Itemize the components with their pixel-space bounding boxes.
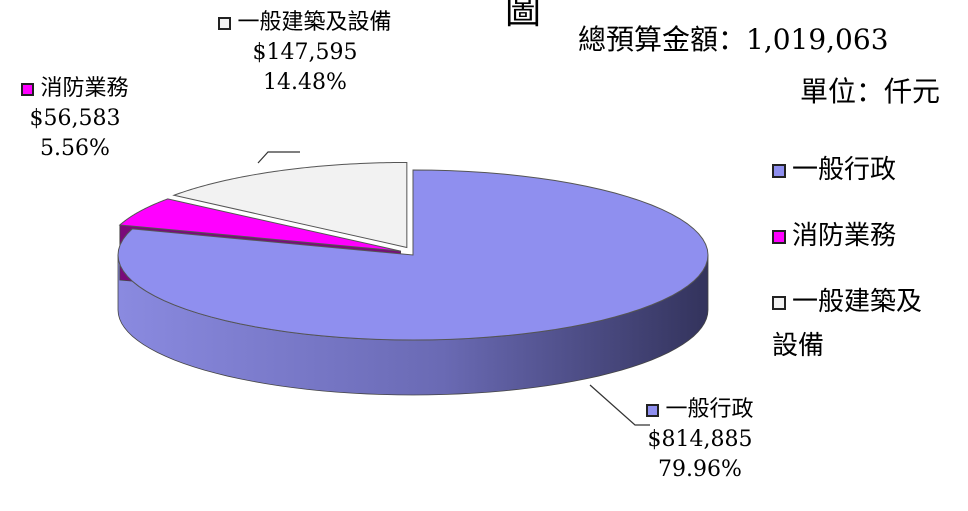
data-label-percent: 14.48% (263, 70, 347, 95)
data-label-value: $147,595 (252, 40, 358, 65)
data-label-category: 消防業務 (40, 76, 129, 101)
annotation: 總預算金額：1,019,063 (578, 23, 889, 56)
leader-line (257, 151, 300, 164)
data-label: 消防業務 $56,583 5.56% (0, 74, 150, 164)
data-label-swatch (21, 82, 35, 96)
legend-label: 一般行政 (792, 155, 897, 185)
data-label-swatch (646, 403, 660, 417)
legend-label: 消防業務 (792, 221, 897, 251)
legend-swatch (772, 230, 786, 244)
leader-line (589, 384, 650, 426)
chart-title: 圖 (505, 0, 542, 32)
data-label-category: 一般行政 (665, 397, 754, 422)
annotation: 單位：仟元 (799, 75, 940, 108)
data-label: 一般行政 $814,885 79.96% (600, 395, 800, 485)
slice (117, 169, 709, 341)
data-label-value: $56,583 (29, 106, 121, 131)
data-label-swatch (218, 16, 232, 30)
data-label-percent: 79.96% (658, 457, 742, 482)
data-label-name: 一般行政 (600, 395, 800, 425)
legend-swatch (772, 296, 786, 310)
data-label-name: 消防業務 (0, 74, 150, 104)
data-label-percent: 5.56% (40, 136, 110, 161)
data-label-category: 一般建築及設備 (237, 10, 392, 35)
legend: 一般行政消防業務一般建築及設備 (772, 148, 947, 390)
data-label-value: $814,885 (647, 427, 753, 452)
data-label-name: 一般建築及設備 (200, 8, 410, 38)
slice (118, 198, 401, 252)
slice (172, 161, 408, 249)
data-label: 一般建築及設備 $147,595 14.48% (200, 8, 410, 98)
legend-item: 消防業務 (772, 214, 947, 258)
legend-label: 一般建築及設備 (772, 287, 923, 361)
legend-swatch (772, 164, 786, 178)
legend-item: 一般行政 (772, 148, 947, 192)
legend-item: 一般建築及設備 (772, 280, 947, 368)
